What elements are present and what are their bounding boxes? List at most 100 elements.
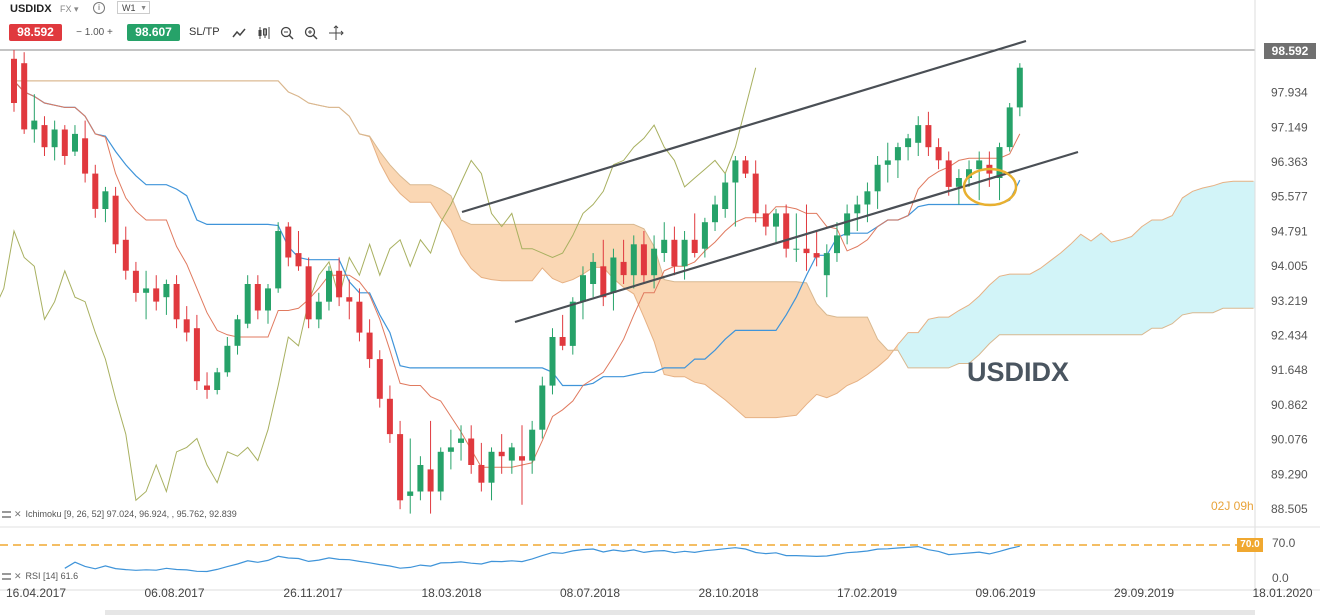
candle[interactable] bbox=[386, 398, 393, 435]
candle[interactable] bbox=[905, 138, 912, 148]
candle[interactable] bbox=[651, 248, 658, 276]
buy-button[interactable]: 98.607 bbox=[127, 24, 180, 41]
candle[interactable] bbox=[559, 337, 566, 346]
candle[interactable] bbox=[285, 226, 292, 258]
candle[interactable] bbox=[51, 129, 58, 148]
candle[interactable] bbox=[823, 253, 830, 276]
ichimoku-legend[interactable]: ✕ Ichimoku [9, 26, 52] 97.024, 96.924, , … bbox=[2, 509, 237, 520]
candle[interactable] bbox=[11, 58, 17, 103]
market-type[interactable]: FX ▾ bbox=[60, 4, 79, 14]
sltp-button[interactable]: SL/TP bbox=[189, 26, 220, 38]
candle[interactable] bbox=[153, 288, 160, 302]
candle[interactable] bbox=[163, 284, 170, 298]
candle[interactable] bbox=[813, 253, 820, 258]
candle[interactable] bbox=[224, 345, 231, 373]
candle[interactable] bbox=[712, 204, 718, 223]
candle[interactable] bbox=[976, 160, 983, 170]
candle[interactable] bbox=[326, 270, 332, 302]
candle[interactable] bbox=[41, 125, 48, 148]
candle[interactable] bbox=[397, 434, 404, 501]
candle[interactable] bbox=[762, 213, 769, 227]
settings-icon[interactable] bbox=[2, 511, 11, 519]
candle[interactable] bbox=[488, 451, 495, 483]
candle[interactable] bbox=[834, 235, 840, 254]
candle[interactable] bbox=[580, 275, 586, 302]
candle[interactable] bbox=[925, 125, 932, 148]
candle[interactable] bbox=[356, 301, 363, 333]
candle[interactable] bbox=[143, 288, 150, 293]
candle[interactable] bbox=[102, 191, 109, 209]
line-chart-icon[interactable] bbox=[231, 25, 247, 41]
candle[interactable] bbox=[92, 173, 99, 209]
candle[interactable] bbox=[793, 248, 800, 250]
candle[interactable] bbox=[671, 239, 678, 267]
candle[interactable] bbox=[254, 284, 261, 311]
candle[interactable] bbox=[437, 451, 444, 492]
info-icon[interactable]: i bbox=[93, 2, 105, 14]
candle[interactable] bbox=[1006, 107, 1013, 148]
candle[interactable] bbox=[854, 204, 861, 214]
candle[interactable] bbox=[275, 231, 282, 289]
candle[interactable] bbox=[630, 244, 637, 276]
candle[interactable] bbox=[234, 319, 241, 346]
candle[interactable] bbox=[427, 469, 434, 492]
candle[interactable] bbox=[590, 261, 597, 284]
candle[interactable] bbox=[336, 270, 343, 298]
candle[interactable] bbox=[376, 359, 383, 399]
candles-icon[interactable] bbox=[256, 25, 272, 41]
candle[interactable] bbox=[529, 429, 536, 461]
candle[interactable] bbox=[407, 491, 414, 496]
candle[interactable] bbox=[600, 266, 607, 298]
candle[interactable] bbox=[681, 239, 688, 267]
candle[interactable] bbox=[21, 63, 28, 130]
candle[interactable] bbox=[742, 160, 749, 174]
rsi-legend[interactable]: ✕ RSI [14] 61.6 bbox=[2, 571, 78, 582]
candle[interactable] bbox=[519, 456, 525, 461]
candle[interactable] bbox=[417, 465, 424, 492]
candle[interactable] bbox=[610, 257, 617, 293]
candle[interactable] bbox=[966, 169, 972, 178]
candle[interactable] bbox=[955, 178, 962, 187]
candle[interactable] bbox=[722, 182, 729, 210]
quantity-stepper[interactable]: − 1.00 + bbox=[76, 27, 113, 38]
candle[interactable] bbox=[478, 465, 485, 483]
zoom-out-icon[interactable] bbox=[279, 25, 295, 41]
candle[interactable] bbox=[803, 248, 810, 254]
candle[interactable] bbox=[468, 438, 475, 466]
candle[interactable] bbox=[295, 253, 302, 267]
sell-button[interactable]: 98.592 bbox=[9, 24, 62, 41]
candle[interactable] bbox=[346, 297, 353, 302]
minus-icon[interactable]: − bbox=[76, 27, 82, 38]
candle[interactable] bbox=[508, 447, 515, 461]
candle[interactable] bbox=[864, 191, 871, 205]
candle[interactable] bbox=[183, 319, 190, 333]
candle[interactable] bbox=[894, 147, 901, 161]
candle[interactable] bbox=[549, 337, 556, 386]
candle[interactable] bbox=[447, 447, 454, 452]
candle[interactable] bbox=[773, 213, 779, 227]
candle[interactable] bbox=[752, 173, 759, 214]
candle[interactable] bbox=[732, 160, 739, 183]
candle[interactable] bbox=[72, 133, 78, 152]
candle[interactable] bbox=[844, 213, 851, 236]
candle[interactable] bbox=[539, 385, 546, 430]
candle[interactable] bbox=[569, 301, 576, 346]
candle[interactable] bbox=[315, 301, 322, 320]
candle[interactable] bbox=[1016, 67, 1023, 108]
zoom-in-icon[interactable] bbox=[303, 25, 319, 41]
candle[interactable] bbox=[701, 222, 708, 249]
candle[interactable] bbox=[214, 372, 221, 390]
candle[interactable] bbox=[112, 195, 119, 245]
close-icon[interactable]: ✕ bbox=[14, 571, 22, 581]
candle[interactable] bbox=[945, 160, 952, 187]
candle[interactable] bbox=[996, 147, 1003, 178]
candle[interactable] bbox=[884, 160, 891, 165]
candle[interactable] bbox=[31, 120, 38, 130]
candle[interactable] bbox=[874, 164, 881, 192]
candle[interactable] bbox=[661, 239, 668, 253]
candle[interactable] bbox=[935, 147, 942, 161]
settings-icon[interactable] bbox=[2, 573, 11, 581]
crosshair-icon[interactable] bbox=[328, 25, 344, 41]
candle[interactable] bbox=[620, 261, 627, 276]
